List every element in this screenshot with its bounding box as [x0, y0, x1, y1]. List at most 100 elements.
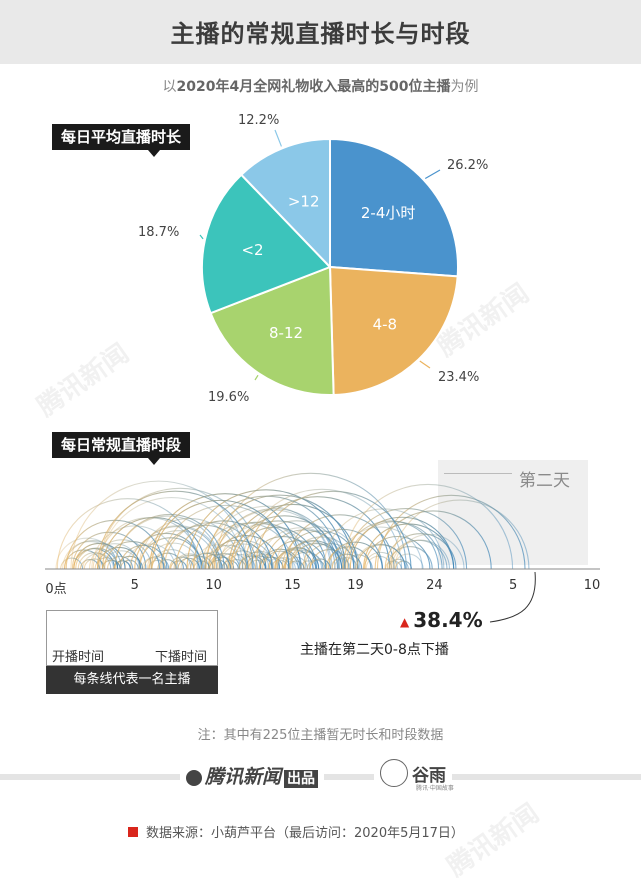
session-arc: [141, 557, 165, 570]
x-tick-label: 5: [130, 578, 139, 593]
session-arc: [70, 480, 248, 570]
session-arc: [151, 499, 290, 570]
session-arc: [290, 543, 343, 570]
pie-slice: [201, 173, 332, 315]
session-arc: [392, 553, 424, 570]
guyu-icon: [380, 759, 408, 787]
session-arc: [323, 508, 445, 570]
session-arc: [186, 489, 346, 570]
session-arc: [92, 539, 153, 570]
session-arc: [225, 554, 256, 570]
session-arc: [204, 544, 253, 570]
legend-box: [46, 610, 218, 666]
session-arc: [247, 520, 346, 570]
session-arc: [283, 550, 323, 570]
session-arc: [218, 523, 311, 570]
session-arc: [349, 516, 455, 570]
session-arc: [354, 543, 406, 570]
partner-logo: 谷雨 腾讯·中国故事: [374, 759, 454, 792]
section-tag-duration: 每日平均直播时长: [52, 124, 191, 157]
session-arc: [134, 526, 221, 570]
session-arc: [97, 546, 142, 570]
session-arc: [114, 513, 225, 570]
session-arc: [56, 498, 199, 570]
up-triangle-icon: ▲: [400, 614, 410, 629]
footnote: 注：其中有225位主播暂无时长和时段数据: [197, 728, 444, 743]
tencent-news-icon: [186, 769, 202, 786]
session-arc: [157, 559, 177, 570]
section-tag-period: 每日常规直播时段: [52, 432, 191, 465]
session-arc: [309, 558, 331, 570]
session-arc: [384, 533, 457, 570]
pie-leader-line: [254, 374, 259, 381]
session-arc: [255, 490, 412, 570]
session-arc: [104, 541, 161, 570]
pie-percent-label: 12.2%: [238, 113, 280, 128]
pie-slice-label: 4-8: [373, 315, 398, 333]
session-arc: [262, 550, 299, 570]
session-arc: [244, 496, 391, 570]
pie-percent-label: 26.2%: [447, 158, 489, 173]
pie-percent-label: 18.7%: [138, 225, 180, 240]
session-arc: [91, 525, 179, 570]
session-arc: [106, 555, 134, 570]
pie-slice: [209, 265, 335, 396]
session-arc: [342, 484, 514, 570]
next-day-label: 第二天: [519, 471, 570, 491]
session-arc: [250, 536, 317, 570]
header-bar: [0, 0, 641, 64]
session-arc: [341, 520, 440, 570]
session-arc: [333, 557, 358, 570]
pie-leader-line: [424, 169, 441, 180]
page-title: 主播的常规直播时长与时段: [170, 20, 471, 48]
session-arc: [364, 536, 431, 570]
next-day-line: [444, 473, 512, 474]
session-arc: [283, 541, 340, 570]
pie-slice-label: >12: [288, 193, 320, 211]
legend-caption: 每条线代表一名主播: [46, 666, 218, 694]
session-arc: [175, 520, 273, 570]
session-arc: [325, 546, 372, 570]
x-tick-label: 19: [347, 578, 364, 593]
session-arc: [82, 553, 115, 570]
session-arc: [390, 499, 530, 570]
legend-start-label: 开播时间: [52, 650, 105, 665]
session-arc: [384, 560, 402, 570]
session-arc: [241, 488, 403, 570]
session-arc: [96, 490, 254, 570]
pie-leader-line: [199, 234, 204, 240]
pie-slice: [239, 137, 331, 270]
session-arc: [138, 537, 203, 570]
page-subtitle: 以2020年4月全网礼物收入最高的500位主播为例: [162, 79, 479, 95]
x-tick-label: 10: [583, 578, 601, 593]
session-arc: [223, 550, 262, 570]
session-arc: [281, 530, 359, 570]
session-arc: [394, 534, 465, 570]
pie-slice: [328, 265, 459, 396]
session-arc: [71, 531, 147, 570]
session-arc: [391, 539, 451, 570]
highlight-text: 主播在第二天0-8点下播: [300, 642, 449, 658]
pie-leader-line: [274, 129, 282, 147]
pie-slice-label: <2: [241, 241, 263, 259]
session-arc: [113, 560, 131, 570]
legend-end-label: 下播时间: [155, 650, 208, 665]
session-arc: [331, 553, 363, 570]
session-arc: [169, 556, 195, 570]
session-arc: [64, 540, 122, 570]
pie-percent-label: 23.4%: [438, 370, 480, 385]
pie-slice: [329, 137, 459, 278]
x-tick-label: 5: [509, 578, 518, 593]
session-arc: [79, 559, 100, 570]
session-arc: [193, 544, 244, 570]
session-arc: [116, 555, 144, 570]
session-arc: [230, 515, 339, 570]
session-arc: [99, 497, 244, 570]
session-arc: [289, 536, 355, 570]
source-note: 数据来源：小葫芦平台（最后访问：2020年5月17日）: [128, 822, 464, 841]
session-arc: [276, 547, 320, 570]
x-tick-label: 15: [284, 578, 301, 593]
session-arc: [200, 553, 232, 570]
